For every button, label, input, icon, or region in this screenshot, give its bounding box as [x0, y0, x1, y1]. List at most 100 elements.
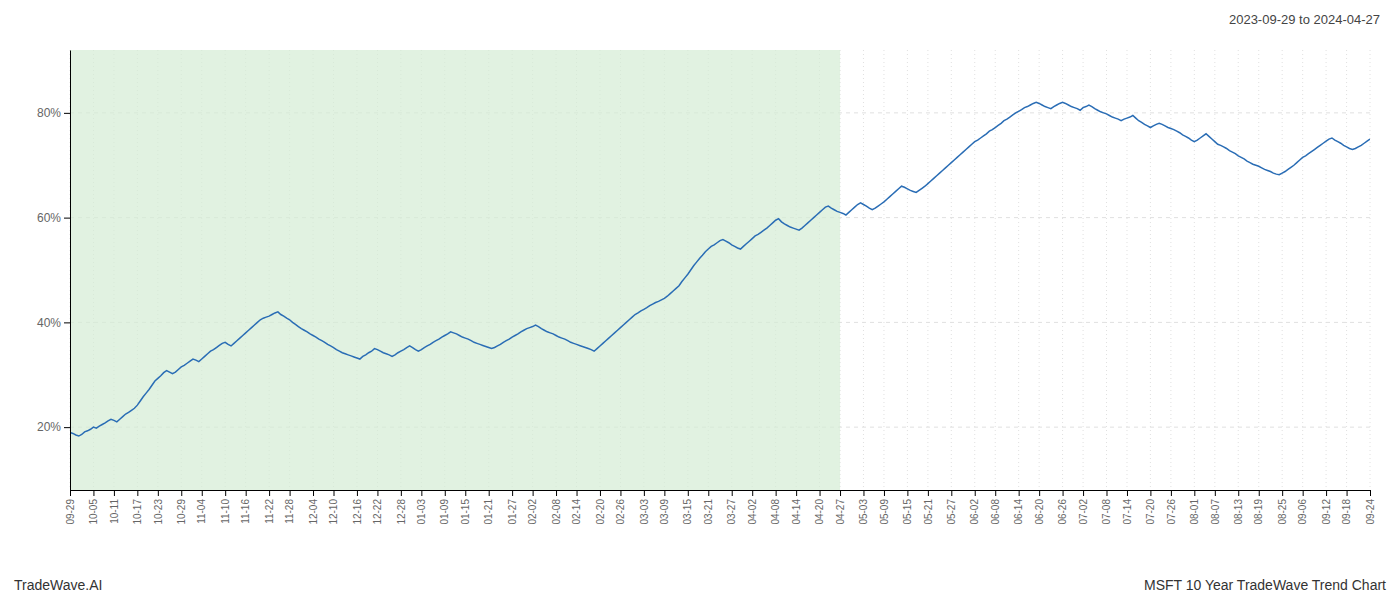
title: MSFT 10 Year TradeWave Trend Chart: [1144, 577, 1386, 593]
y-tick: 60%: [37, 211, 70, 225]
x-tick: 04-02: [747, 490, 758, 525]
grid: [70, 50, 1370, 490]
x-tick: 02-02: [527, 490, 538, 525]
x-grid-line: [907, 50, 908, 490]
x-tick-label: 11-04: [196, 499, 207, 524]
x-tick-label: 10-23: [153, 499, 164, 525]
x-tick-label: 01-21: [483, 499, 494, 525]
x-tick-label: 04-14: [791, 499, 802, 525]
x-tick: 08-19: [1253, 490, 1264, 525]
x-tick-mark: [269, 490, 270, 496]
x-grid-line: [1062, 50, 1063, 490]
x-tick-label: 04-27: [835, 499, 846, 525]
x-tick: 05-03: [858, 490, 869, 525]
x-tick-mark: [995, 490, 996, 496]
x-tick: 05-27: [946, 490, 957, 525]
x-tick-mark: [907, 490, 908, 496]
y-tick-mark: [64, 322, 70, 323]
x-grid-line: [927, 50, 928, 490]
x-tick: 02-08: [551, 490, 562, 525]
x-tick-label: 03-09: [659, 499, 670, 525]
x-tick-label: 03-03: [639, 499, 650, 525]
x-tick: 07-14: [1122, 490, 1133, 525]
x-grid-line: [1126, 50, 1127, 490]
x-tick-mark: [465, 490, 466, 496]
x-tick: 12-10: [328, 490, 339, 525]
x-tick: 01-27: [507, 490, 518, 525]
x-tick: 11-04: [196, 490, 207, 524]
x-tick-mark: [975, 490, 976, 496]
x-tick-label: 03-15: [682, 499, 693, 525]
x-grid-line: [995, 50, 996, 490]
x-grid-line: [70, 50, 71, 490]
x-tick-mark: [752, 490, 753, 496]
x-tick-mark: [137, 490, 138, 496]
x-tick-label: 07-26: [1166, 499, 1177, 525]
x-tick-label: 06-20: [1034, 499, 1045, 525]
x-grid-line: [1194, 50, 1195, 490]
x-tick-mark: [708, 490, 709, 496]
x-tick: 10-29: [176, 490, 187, 525]
x-tick-mark: [664, 490, 665, 496]
x-tick-mark: [884, 490, 885, 496]
x-tick-mark: [556, 490, 557, 496]
chart: 09-2910-0510-1110-1710-2310-2911-0411-10…: [0, 0, 1400, 600]
x-tick-label: 10-17: [132, 499, 143, 525]
x-tick-mark: [1347, 490, 1348, 496]
x-grid-line: [1282, 50, 1283, 490]
x-tick: 03-27: [726, 490, 737, 525]
x-tick-label: 02-08: [551, 499, 562, 525]
x-tick: 05-09: [879, 490, 890, 525]
x-tick: 05-21: [923, 490, 934, 525]
x-tick: 10-11: [109, 490, 120, 524]
x-tick-label: 07-02: [1078, 499, 1089, 525]
x-tick: 10-05: [88, 490, 99, 525]
x-tick-mark: [401, 490, 402, 496]
x-tick-mark: [1127, 490, 1128, 496]
x-tick-label: 09-18: [1341, 499, 1352, 525]
x-tick: 09-18: [1341, 490, 1352, 525]
subtitle: 2023-09-29 to 2024-04-27: [1229, 12, 1380, 27]
x-tick: 01-09: [439, 490, 450, 525]
x-tick-label: 05-03: [858, 499, 869, 525]
x-tick-label: 06-26: [1057, 499, 1068, 525]
x-tick: 06-14: [1013, 490, 1024, 525]
x-tick-label: 12-28: [396, 499, 407, 525]
x-tick-mark: [246, 490, 247, 496]
x-tick-label: 04-20: [814, 499, 825, 525]
x-tick-label: 02-20: [595, 499, 606, 525]
x-tick-mark: [1150, 490, 1151, 496]
x-tick-label: 12-16: [352, 499, 363, 525]
x-grid-line: [1346, 50, 1347, 490]
x-tick-mark: [1215, 490, 1216, 496]
y-tick-mark: [64, 218, 70, 219]
x-axis-line: [71, 490, 1371, 491]
x-tick-mark: [512, 490, 513, 496]
y-tick-mark: [64, 427, 70, 428]
x-tick: 10-23: [153, 490, 164, 525]
x-tick-mark: [840, 490, 841, 496]
x-tick-mark: [820, 490, 821, 496]
x-tick: 03-21: [703, 490, 714, 525]
x-tick-label: 11-16: [240, 499, 251, 524]
x-tick-mark: [1106, 490, 1107, 496]
x-tick-label: 12-10: [328, 499, 339, 525]
x-tick: 02-14: [571, 490, 582, 525]
x-tick-mark: [357, 490, 358, 496]
x-tick-mark: [158, 490, 159, 496]
x-tick-label: 04-02: [747, 499, 758, 525]
x-tick: 01-15: [460, 490, 471, 525]
x-tick-label: 08-25: [1277, 499, 1288, 525]
x-tick-mark: [1303, 490, 1304, 496]
x-grid-line: [1018, 50, 1019, 490]
x-tick-mark: [489, 490, 490, 496]
x-tick: 01-21: [483, 490, 494, 525]
x-tick-mark: [688, 490, 689, 496]
x-tick: 07-08: [1101, 490, 1112, 525]
x-tick: 11-22: [264, 490, 275, 524]
x-tick-mark: [732, 490, 733, 496]
x-tick-mark: [533, 490, 534, 496]
x-tick-mark: [93, 490, 94, 496]
x-grid-line: [1170, 50, 1171, 490]
x-tick-label: 07-14: [1122, 499, 1133, 525]
